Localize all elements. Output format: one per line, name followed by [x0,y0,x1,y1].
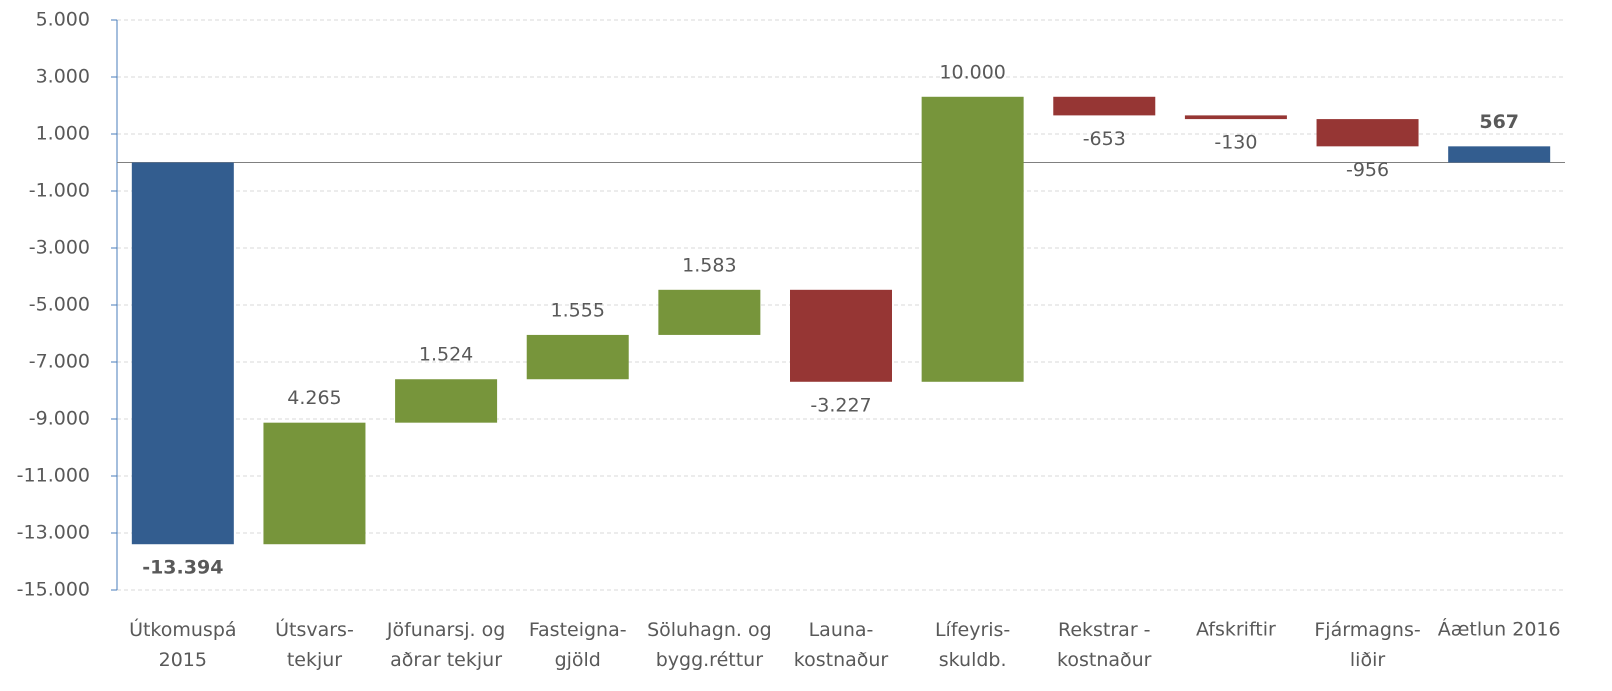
bar [263,422,366,545]
bar [131,162,234,545]
value-label: -130 [1214,132,1257,154]
bar [1184,115,1287,120]
value-label: 1.555 [551,299,605,321]
value-label: 10.000 [939,61,1005,83]
y-tick-label: -3.000 [29,237,90,259]
x-tick-label: Söluhagn. og bygg.réttur [647,619,772,671]
value-label: 4.265 [287,387,341,409]
bar [658,289,761,335]
x-tick-label: Jöfunarsj. og aðrar tekjur [386,619,505,671]
value-label: -13.394 [142,557,223,579]
x-tick-label: Afskriftir [1196,619,1276,641]
y-tick-label: 5.000 [36,9,90,31]
bar [395,379,498,423]
value-label: -956 [1346,159,1389,181]
y-tick-label: -7.000 [29,351,90,373]
bar [921,96,1024,382]
y-tick-label: -11.000 [17,465,90,487]
value-label: 1.583 [682,254,736,276]
x-tick-label: Fjármagns-liðir [1314,619,1420,671]
y-tick-label: 1.000 [36,123,90,145]
bar [790,289,892,382]
value-label: 1.524 [419,344,473,366]
y-tick-label: 3.000 [36,66,90,88]
value-label: 567 [1479,111,1519,133]
bar [1448,146,1551,163]
x-tick-label: Rekstrar -kostnaður [1057,619,1152,671]
x-tick-label: Lífeyris-skuldb. [935,619,1010,671]
value-label: -653 [1083,128,1126,150]
y-tick-label: -13.000 [17,522,90,544]
value-label: -3.227 [810,394,871,416]
y-tick-label: -5.000 [29,294,90,316]
bar [526,334,629,380]
y-tick-label: -1.000 [29,180,90,202]
x-tick-label: Fasteigna-gjöld [529,619,627,671]
y-tick-label: -15.000 [17,579,90,601]
x-tick-label: Áætlun 2016 [1438,618,1561,641]
y-tick-label: -9.000 [29,408,90,430]
x-tick-label: Útkomuspá 2015 [129,617,236,671]
x-tick-label: Útsvars-tekjur [275,617,354,671]
x-tick-label: Launa-kostnaður [794,619,889,671]
bar [1316,119,1419,147]
bar [1053,96,1156,116]
